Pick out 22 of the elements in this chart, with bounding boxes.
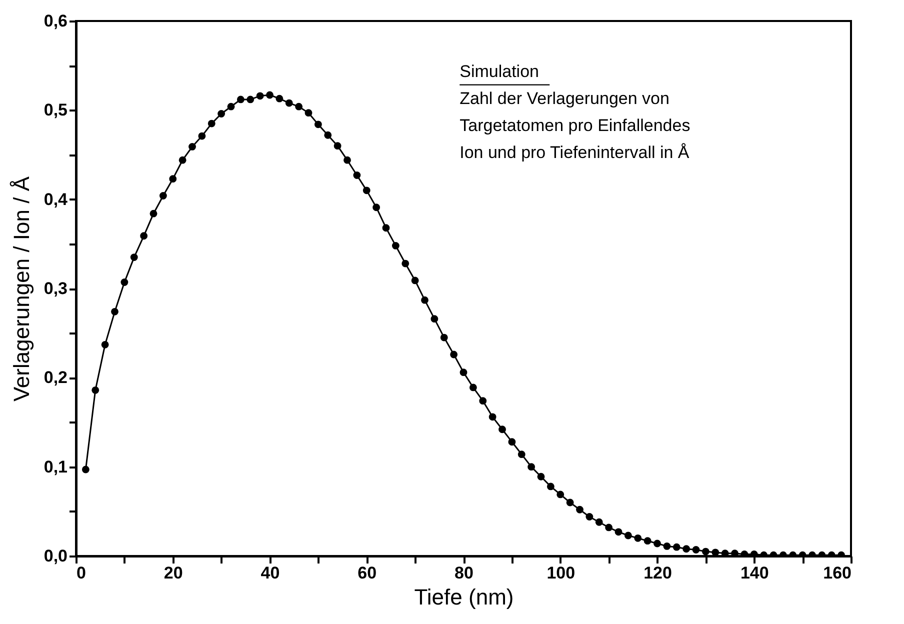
x-tick-label: 0 [76, 564, 86, 582]
x-tick-label: 100 [546, 564, 576, 582]
x-tick-label: 20 [164, 564, 183, 582]
x-tick-label: 80 [454, 564, 474, 582]
y-tick-label: 0,5 [44, 100, 68, 120]
y-tick-label: 0,2 [44, 368, 68, 388]
y-tick-label: 0,1 [44, 457, 68, 476]
y-axis-title: Verlagerungen / Ion / Å [8, 176, 34, 402]
annotation: Targetatomen pro Einfallendes [460, 116, 690, 135]
x-tick-label: 40 [260, 564, 280, 582]
annotation: Zahl der Verlagerungen von [460, 88, 670, 108]
y-tick-label: 0,4 [44, 190, 68, 209]
y-tick-label: 0,0 [44, 546, 68, 566]
x-tick-label: 140 [740, 564, 769, 582]
y-tick-label: 0,6 [44, 12, 68, 30]
x-tick-label: 160 [823, 564, 852, 582]
x-tick-label: 60 [358, 564, 377, 582]
x-axis-title: Tiefe (nm) [414, 584, 514, 610]
y-tick-label: 0,3 [44, 279, 68, 298]
annotation: Simulation [460, 62, 539, 81]
annotation: Ion und pro Tiefenintervall in Å [460, 142, 690, 162]
x-tick-label: 120 [644, 564, 672, 582]
